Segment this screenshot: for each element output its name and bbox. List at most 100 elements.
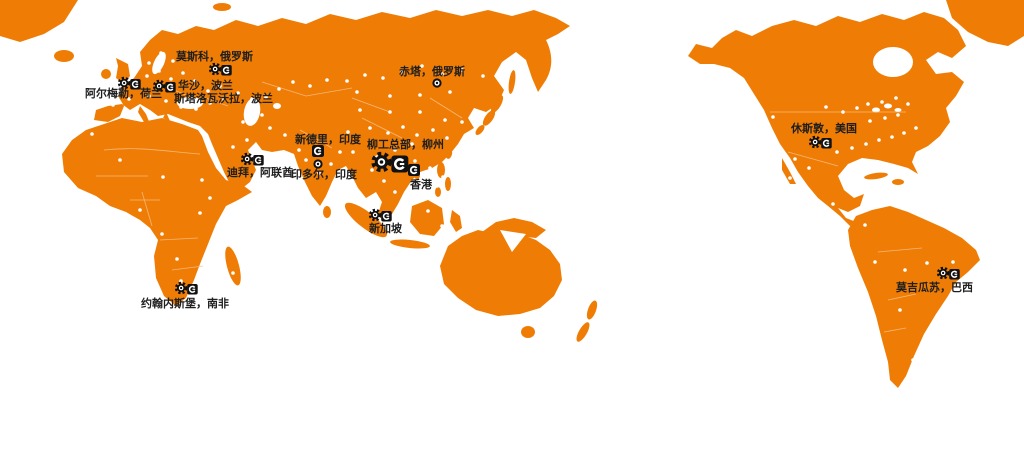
- dealer-dot: [445, 136, 449, 140]
- island-japan-main: [482, 110, 496, 126]
- marker-houston: [808, 135, 832, 149]
- dealer-dot: [118, 158, 122, 162]
- island-java: [390, 239, 430, 249]
- dealer-dot: [206, 89, 210, 93]
- dealer-dot: [398, 227, 402, 231]
- land-layer: [0, 0, 1024, 388]
- bullseye-marker-icon: [316, 162, 320, 166]
- sea-baltic: [152, 51, 166, 75]
- landmass-australia: [440, 228, 562, 316]
- marker-dubai: [240, 152, 264, 166]
- dealer-dot: [393, 148, 397, 152]
- peninsula-italy: [138, 106, 150, 124]
- gear-icon: [379, 160, 384, 164]
- dealer-dot: [393, 190, 397, 194]
- dealer-dot: [329, 162, 333, 166]
- border-line: [103, 148, 201, 155]
- dealer-dot: [241, 120, 245, 124]
- liugong-lg-icon: [826, 142, 830, 144]
- liugong-lg-icon: [386, 215, 390, 217]
- border-line: [171, 265, 204, 271]
- dealer-dot: [268, 126, 272, 130]
- island-new-zealand-south: [576, 322, 590, 342]
- dealer-dot: [902, 131, 906, 135]
- dealer-dot: [864, 142, 868, 146]
- dealer-dot: [460, 68, 464, 72]
- dealer-dot: [250, 97, 254, 101]
- landmass-africa: [62, 118, 252, 306]
- liugong-lg-icon: [409, 165, 419, 175]
- marker-indore: [313, 159, 323, 169]
- dealer-dot: [824, 105, 828, 109]
- dealer-dot: [381, 76, 385, 80]
- liugong-lg-icon: [950, 270, 959, 278]
- great-lake-1: [872, 107, 880, 113]
- island-philippines-mindanao: [435, 187, 441, 197]
- liugong-lg-icon: [188, 285, 197, 293]
- border-line: [159, 237, 199, 241]
- label-singapore: 新加坡: [369, 221, 403, 235]
- dealer-dot: [418, 93, 422, 97]
- dealer-dot: [325, 78, 329, 82]
- dealer-dot: [370, 168, 374, 172]
- dealer-dot: [835, 150, 839, 154]
- dealer-dot: [443, 118, 447, 122]
- gear-icon: [374, 213, 377, 217]
- dealer-dot: [951, 260, 955, 264]
- sea-caspian: [243, 98, 261, 126]
- hudson-bay: [873, 47, 913, 77]
- label-chita: 赤塔，俄罗斯: [399, 64, 465, 78]
- label-warsaw: 华沙，波兰: [178, 78, 233, 92]
- dealer-dot: [257, 149, 261, 153]
- dealer-dot: [208, 196, 212, 200]
- dealer-dot: [903, 268, 907, 272]
- marker-singapore: [368, 208, 392, 222]
- dealer-dot: [317, 171, 321, 175]
- gear-icon: [180, 286, 183, 290]
- border-line: [787, 151, 839, 167]
- border-line: [361, 117, 403, 139]
- dealer-dot: [431, 128, 435, 132]
- dealer-dot: [138, 208, 142, 212]
- marker-chita: [432, 78, 442, 88]
- label-hongkong: 香港: [409, 177, 433, 191]
- dealer-dot: [413, 159, 417, 163]
- border-line: [351, 97, 391, 113]
- dealer-dot: [481, 74, 485, 78]
- marker-almere: [117, 76, 141, 90]
- dealer-dot: [231, 271, 235, 275]
- dealer-dot: [831, 202, 835, 206]
- gear-icon: [808, 135, 822, 149]
- label-new-delhi: 新德里，印度: [295, 132, 362, 146]
- gear-icon: [368, 208, 382, 222]
- island-sulawesi: [450, 210, 462, 232]
- island-japan-north: [490, 95, 504, 113]
- dealer-dot: [111, 103, 115, 107]
- dealer-dot: [420, 64, 424, 68]
- label-stalowa-wola: 斯塔洛瓦沃拉，波兰: [174, 91, 273, 105]
- dealer-dot: [181, 71, 185, 75]
- great-lake-3: [894, 108, 902, 112]
- marker-mogi-guacu: [936, 266, 960, 280]
- gulf-carpentaria: [500, 230, 526, 252]
- dealer-dot: [866, 102, 870, 106]
- island-borneo: [410, 200, 444, 236]
- island-svalbard: [213, 3, 231, 11]
- dealer-dot: [200, 178, 204, 182]
- liugong-lg-icon: [170, 86, 174, 88]
- liugong-lg-icon: [393, 158, 406, 170]
- dealer-dot: [400, 70, 404, 74]
- label-johannesburg: 约翰内斯堡，南非: [141, 296, 229, 310]
- dealer-dot: [460, 120, 464, 124]
- island-sakhalin: [508, 70, 516, 94]
- liugong-lg-icon: [399, 163, 405, 166]
- dealer-dot: [460, 205, 464, 209]
- gear-icon: [158, 84, 161, 88]
- dealer-dot: [788, 176, 792, 180]
- dealer-dot: [283, 133, 287, 137]
- dealer-dot: [441, 175, 445, 179]
- dealer-dot: [164, 99, 168, 103]
- dealer-dot: [435, 184, 439, 188]
- island-philippines-central: [445, 177, 451, 191]
- liugong-lg-icon: [135, 83, 139, 85]
